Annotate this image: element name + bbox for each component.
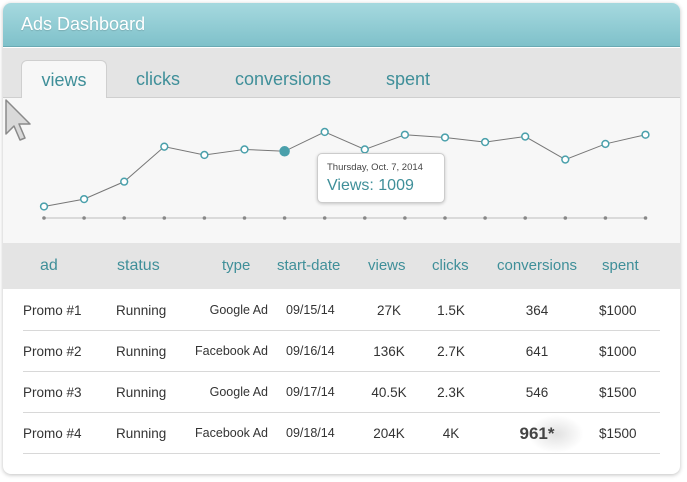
tab-clicks[interactable]: clicks <box>136 68 180 89</box>
cell-clicks: 4K <box>442 426 460 441</box>
cell-start-date: 09/16/14 <box>286 344 335 358</box>
cell-status: Running <box>116 303 167 318</box>
cell-clicks: 2.7K <box>437 344 465 359</box>
x-axis-tick <box>523 216 527 220</box>
views-series-line <box>43 131 646 207</box>
col-header-spent[interactable]: spent <box>602 257 639 274</box>
cell-spent: $1500 <box>599 426 637 441</box>
cell-status: Running <box>116 426 167 441</box>
cell-views: 27K <box>376 303 402 318</box>
col-header-ad[interactable]: ad <box>40 257 58 274</box>
x-axis-tick <box>563 216 568 220</box>
cell-clicks: 1.5K <box>437 303 465 318</box>
cell-status: Running <box>116 385 167 400</box>
table-row[interactable]: Promo #3 Running Google Ad 09/17/14 40.5… <box>23 372 660 413</box>
data-point-selected[interactable] <box>279 146 290 157</box>
x-axis-tick <box>363 216 367 220</box>
data-point[interactable] <box>39 202 49 211</box>
dashboard-card: Ads Dashboard views clicks conversions s… <box>3 3 680 474</box>
cell-ad: Promo #2 <box>23 344 82 359</box>
cell-conversions: 961* <box>519 424 555 443</box>
col-header-clicks[interactable]: clicks <box>432 257 469 274</box>
data-point[interactable] <box>641 130 650 139</box>
x-axis-tick <box>202 216 207 220</box>
cell-type: Google Ad <box>209 303 268 317</box>
tab-bar: views clicks conversions spent <box>3 48 680 99</box>
x-axis-tick <box>322 216 327 220</box>
data-point[interactable] <box>480 137 490 147</box>
col-header-type[interactable]: type <box>222 257 251 274</box>
tooltip-date: Thursday, Oct. 7, 2014 <box>327 162 423 173</box>
cell-status: Running <box>116 344 167 359</box>
table-row[interactable]: Promo #4 Running Facebook Ad 09/18/14 20… <box>23 413 660 454</box>
data-point[interactable] <box>160 142 169 151</box>
table-row[interactable]: Promo #2 Running Facebook Ad 09/16/14 13… <box>23 331 660 372</box>
cell-ad: Promo #3 <box>23 385 82 400</box>
x-axis-tick <box>242 216 247 220</box>
cell-type: Google Ad <box>209 385 268 399</box>
title-bar: Ads Dashboard <box>3 3 680 47</box>
col-header-views[interactable]: views <box>368 257 406 274</box>
data-point[interactable] <box>561 155 570 164</box>
cell-start-date: 09/15/14 <box>286 303 335 317</box>
x-axis-tick <box>603 216 608 220</box>
data-point[interactable] <box>320 127 329 137</box>
cell-start-date: 09/17/14 <box>286 385 335 399</box>
data-point[interactable] <box>400 130 410 139</box>
cell-views: 204K <box>373 426 405 441</box>
data-point[interactable] <box>360 145 369 154</box>
cell-start-date: 09/18/14 <box>286 426 335 440</box>
cell-type: Facebook Ad <box>195 426 268 440</box>
views-chart: Thursday, Oct. 7, 2014 Views: 1009 <box>3 98 680 243</box>
data-point[interactable] <box>601 139 610 149</box>
x-axis-tick <box>483 216 487 220</box>
x-axis-tick <box>443 216 447 220</box>
x-axis-tick <box>82 216 86 220</box>
x-axis-tick <box>162 216 167 220</box>
cell-ad: Promo #1 <box>23 303 82 318</box>
cell-views: 40.5K <box>371 385 407 400</box>
table-header: ad status type start-date views clicks c… <box>3 243 680 289</box>
cell-ad: Promo #4 <box>23 426 82 441</box>
tab-spent[interactable]: spent <box>385 68 431 89</box>
data-point[interactable] <box>240 145 249 154</box>
mouse-pointer-icon <box>5 99 31 141</box>
col-header-status[interactable]: status <box>117 257 160 274</box>
data-point[interactable] <box>120 177 129 186</box>
data-point[interactable] <box>79 194 89 204</box>
tab-conversions[interactable]: conversions <box>234 68 332 89</box>
col-header-conversions[interactable]: conversions <box>497 257 578 274</box>
cell-clicks: 2.3K <box>437 385 465 400</box>
cell-conversions: 641 <box>525 344 549 359</box>
col-header-start-date[interactable]: start-date <box>277 257 341 274</box>
x-axis-tick <box>282 216 287 220</box>
cell-conversions: 546 <box>525 385 549 400</box>
table-body: Promo #1 Running Google Ad 09/15/14 27K … <box>3 290 680 454</box>
cell-type: Facebook Ad <box>195 344 268 358</box>
tooltip-value: Views: 1009 <box>327 177 414 194</box>
tab-views[interactable]: views <box>21 60 107 99</box>
cell-spent: $1000 <box>599 344 637 359</box>
cell-spent: $1000 <box>599 303 637 318</box>
app-title: Ads Dashboard <box>21 14 146 34</box>
x-axis-tick <box>42 216 46 220</box>
x-axis-tick <box>643 216 648 220</box>
data-point[interactable] <box>521 132 530 141</box>
line-chart <box>39 127 650 220</box>
highlight-glow <box>528 415 584 453</box>
x-axis-tick <box>122 216 126 220</box>
chart-tooltip: Thursday, Oct. 7, 2014 Views: 1009 <box>317 153 445 203</box>
cell-views: 136K <box>373 344 405 359</box>
cell-conversions: 364 <box>525 303 549 318</box>
data-point[interactable] <box>440 133 450 142</box>
data-point[interactable] <box>200 150 209 160</box>
x-axis-tick <box>403 216 407 220</box>
cell-spent: $1500 <box>599 385 637 400</box>
table-row[interactable]: Promo #1 Running Google Ad 09/15/14 27K … <box>23 290 660 331</box>
